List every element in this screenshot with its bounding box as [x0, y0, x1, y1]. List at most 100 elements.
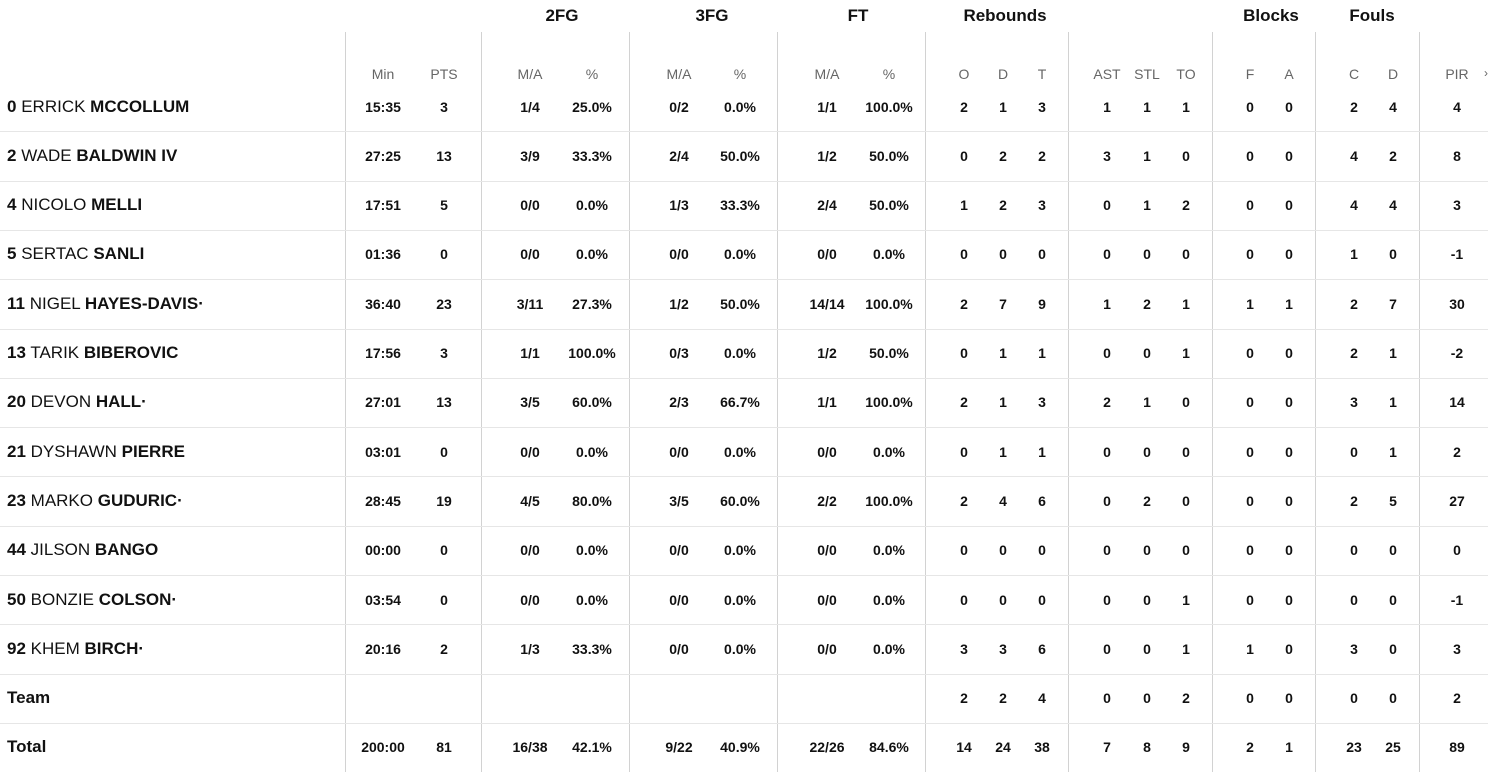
divider — [777, 32, 778, 772]
table-row: 13 TARIK BIBEROVIC 17:56 3 1/1 100.0% 0/3 0.0%… — [0, 329, 1488, 378]
cell-ba: 0 — [1285, 492, 1293, 509]
player-name[interactable]: 13 TARIK BIBEROVIC — [7, 343, 178, 363]
cell-fg2: 0/0 — [520, 542, 540, 559]
player-name[interactable]: 2 WADE BALDWIN IV — [7, 146, 177, 166]
cell-fc: 0 — [1350, 443, 1358, 460]
cell-bf: 0 — [1246, 591, 1254, 608]
col-header-2fg-pct[interactable]: % — [585, 66, 599, 82]
player-name[interactable]: 92 KHEM BIRCH· — [7, 639, 144, 659]
col-header-pir[interactable]: PIR — [1445, 66, 1469, 82]
player-number: 11 — [7, 293, 25, 313]
cell-fg2: 3/11 — [516, 295, 544, 312]
cell-t: 3 — [1038, 98, 1046, 115]
group-header-ft: FT — [847, 6, 869, 25]
cell-fc: 3 — [1350, 394, 1358, 411]
cell-fc: 0 — [1350, 542, 1358, 559]
row-divider — [0, 575, 1488, 576]
col-header-reb-o[interactable]: O — [958, 66, 970, 82]
col-header-foul-c[interactable]: C — [1348, 66, 1360, 82]
cell-to: 1 — [1182, 640, 1190, 657]
player-last-name: BIBEROVIC — [83, 343, 179, 362]
table-row: 50 BONZIE COLSON· 03:54 0 0/0 0.0% 0/0 0.0% 0/0… — [0, 575, 1488, 624]
col-header-to[interactable]: TO — [1176, 66, 1196, 82]
player-number: 92 — [7, 638, 26, 658]
cell-ft: 1/2 — [817, 147, 837, 164]
cell-fd: 1 — [1389, 345, 1397, 361]
cell-ftp: 100.0% — [865, 98, 913, 115]
row-divider — [0, 476, 1488, 478]
col-header-reb-d[interactable]: D — [997, 66, 1009, 82]
player-name[interactable]: 50 BONZIE COLSON· — [7, 590, 177, 610]
player-last-name: HAYES-DAVIS· — [84, 293, 204, 313]
cell-fg3p: 50.0% — [720, 147, 760, 164]
cell-bf: 0 — [1246, 542, 1254, 559]
player-name[interactable]: 23 MARKO GUDURIC· — [7, 491, 183, 511]
col-header-blk-f[interactable]: F — [1245, 66, 1255, 82]
cell-stl: 1 — [1143, 197, 1151, 214]
cell-o: 0 — [960, 246, 968, 263]
cell-pts: 0 — [440, 443, 448, 460]
player-name[interactable]: 44 JILSON BANGO — [7, 540, 158, 560]
player-number: 0 — [7, 96, 17, 116]
player-last-name: BANGO — [94, 540, 159, 560]
col-header-foul-d[interactable]: D — [1387, 66, 1399, 82]
player-name[interactable]: 4 NICOLO MELLI — [7, 195, 142, 215]
cell-fg3: 0/0 — [669, 443, 689, 460]
player-name[interactable]: 20 DEVON HALL· — [7, 392, 147, 412]
cell-bf: 0 — [1246, 345, 1254, 361]
cell-t: 6 — [1038, 492, 1046, 509]
cell-pir: 3 — [1453, 640, 1461, 657]
cell-fd: 0 — [1389, 246, 1397, 263]
player-number: 2 — [7, 145, 17, 165]
player-first-name: MARKO — [30, 490, 93, 510]
col-header-min[interactable]: Min — [371, 66, 395, 82]
player-last-name: BALDWIN IV — [76, 145, 178, 165]
team-row: Team 2 2 4 0 0 2 0 0 0 0 2 — [0, 674, 1488, 723]
cell-ast: 0 — [1103, 492, 1111, 509]
col-header-3fg-pct[interactable]: % — [733, 66, 747, 82]
cell-stl: 1 — [1143, 147, 1151, 164]
row-divider — [0, 722, 1488, 724]
player-first-name: NICOLO — [21, 195, 87, 215]
col-header-stl[interactable]: STL — [1134, 66, 1160, 82]
cell-o: 2 — [960, 492, 968, 509]
col-header-pts[interactable]: PTS — [430, 66, 458, 82]
col-header-blk-a[interactable]: A — [1284, 66, 1294, 82]
cell-t: 3 — [1038, 394, 1046, 411]
player-last-name: Team — [7, 688, 51, 708]
player-first-name: NIGEL — [29, 293, 81, 313]
table-row: 20 DEVON HALL· 27:01 13 3/5 60.0% 2/3 66.7% 1/1… — [0, 378, 1488, 427]
cell-fc: 0 — [1350, 591, 1358, 608]
cell-min: 27:01 — [365, 394, 401, 411]
player-number: 23 — [7, 490, 26, 510]
player-first-name: JILSON — [30, 540, 91, 560]
col-header-reb-t[interactable]: T — [1037, 66, 1047, 82]
player-last-name: MCCOLLUM — [90, 96, 190, 116]
cell-to: 0 — [1182, 443, 1190, 460]
col-header-ast[interactable]: AST — [1093, 66, 1121, 82]
col-header-ft-pct[interactable]: % — [882, 66, 896, 82]
player-name[interactable]: 5 SERTAC SANLI — [7, 244, 144, 264]
cell-fg3p: 0.0% — [724, 246, 756, 263]
col-header-ft-ma[interactable]: M/A — [814, 66, 840, 82]
player-name[interactable]: 21 DYSHAWN PIERRE — [7, 442, 185, 462]
cell-fd: 25 — [1385, 739, 1401, 756]
cell-ba: 0 — [1285, 98, 1293, 115]
player-name[interactable]: 0 ERRICK MCCOLLUM — [7, 97, 189, 117]
cell-fg2: 0/0 — [520, 246, 540, 263]
cell-fg3: 0/0 — [669, 591, 689, 608]
cell-pir: 2 — [1453, 443, 1461, 460]
sort-arrow-icon[interactable]: › — [1484, 66, 1488, 80]
col-header-3fg-ma[interactable]: M/A — [666, 66, 692, 82]
player-name[interactable]: 11 NIGEL HAYES-DAVIS· — [7, 294, 204, 314]
cell-pir: 27 — [1449, 492, 1465, 509]
cell-fg2p: 27.3% — [572, 295, 612, 312]
cell-bf: 0 — [1246, 690, 1254, 707]
cell-t: 1 — [1038, 443, 1046, 460]
cell-fd: 5 — [1389, 492, 1397, 509]
cell-fg2: 1/1 — [520, 345, 540, 361]
player-name: Team — [7, 688, 50, 708]
col-header-2fg-ma[interactable]: M/A — [517, 66, 543, 82]
cell-fd: 4 — [1389, 98, 1397, 115]
cell-bf: 1 — [1246, 295, 1254, 312]
